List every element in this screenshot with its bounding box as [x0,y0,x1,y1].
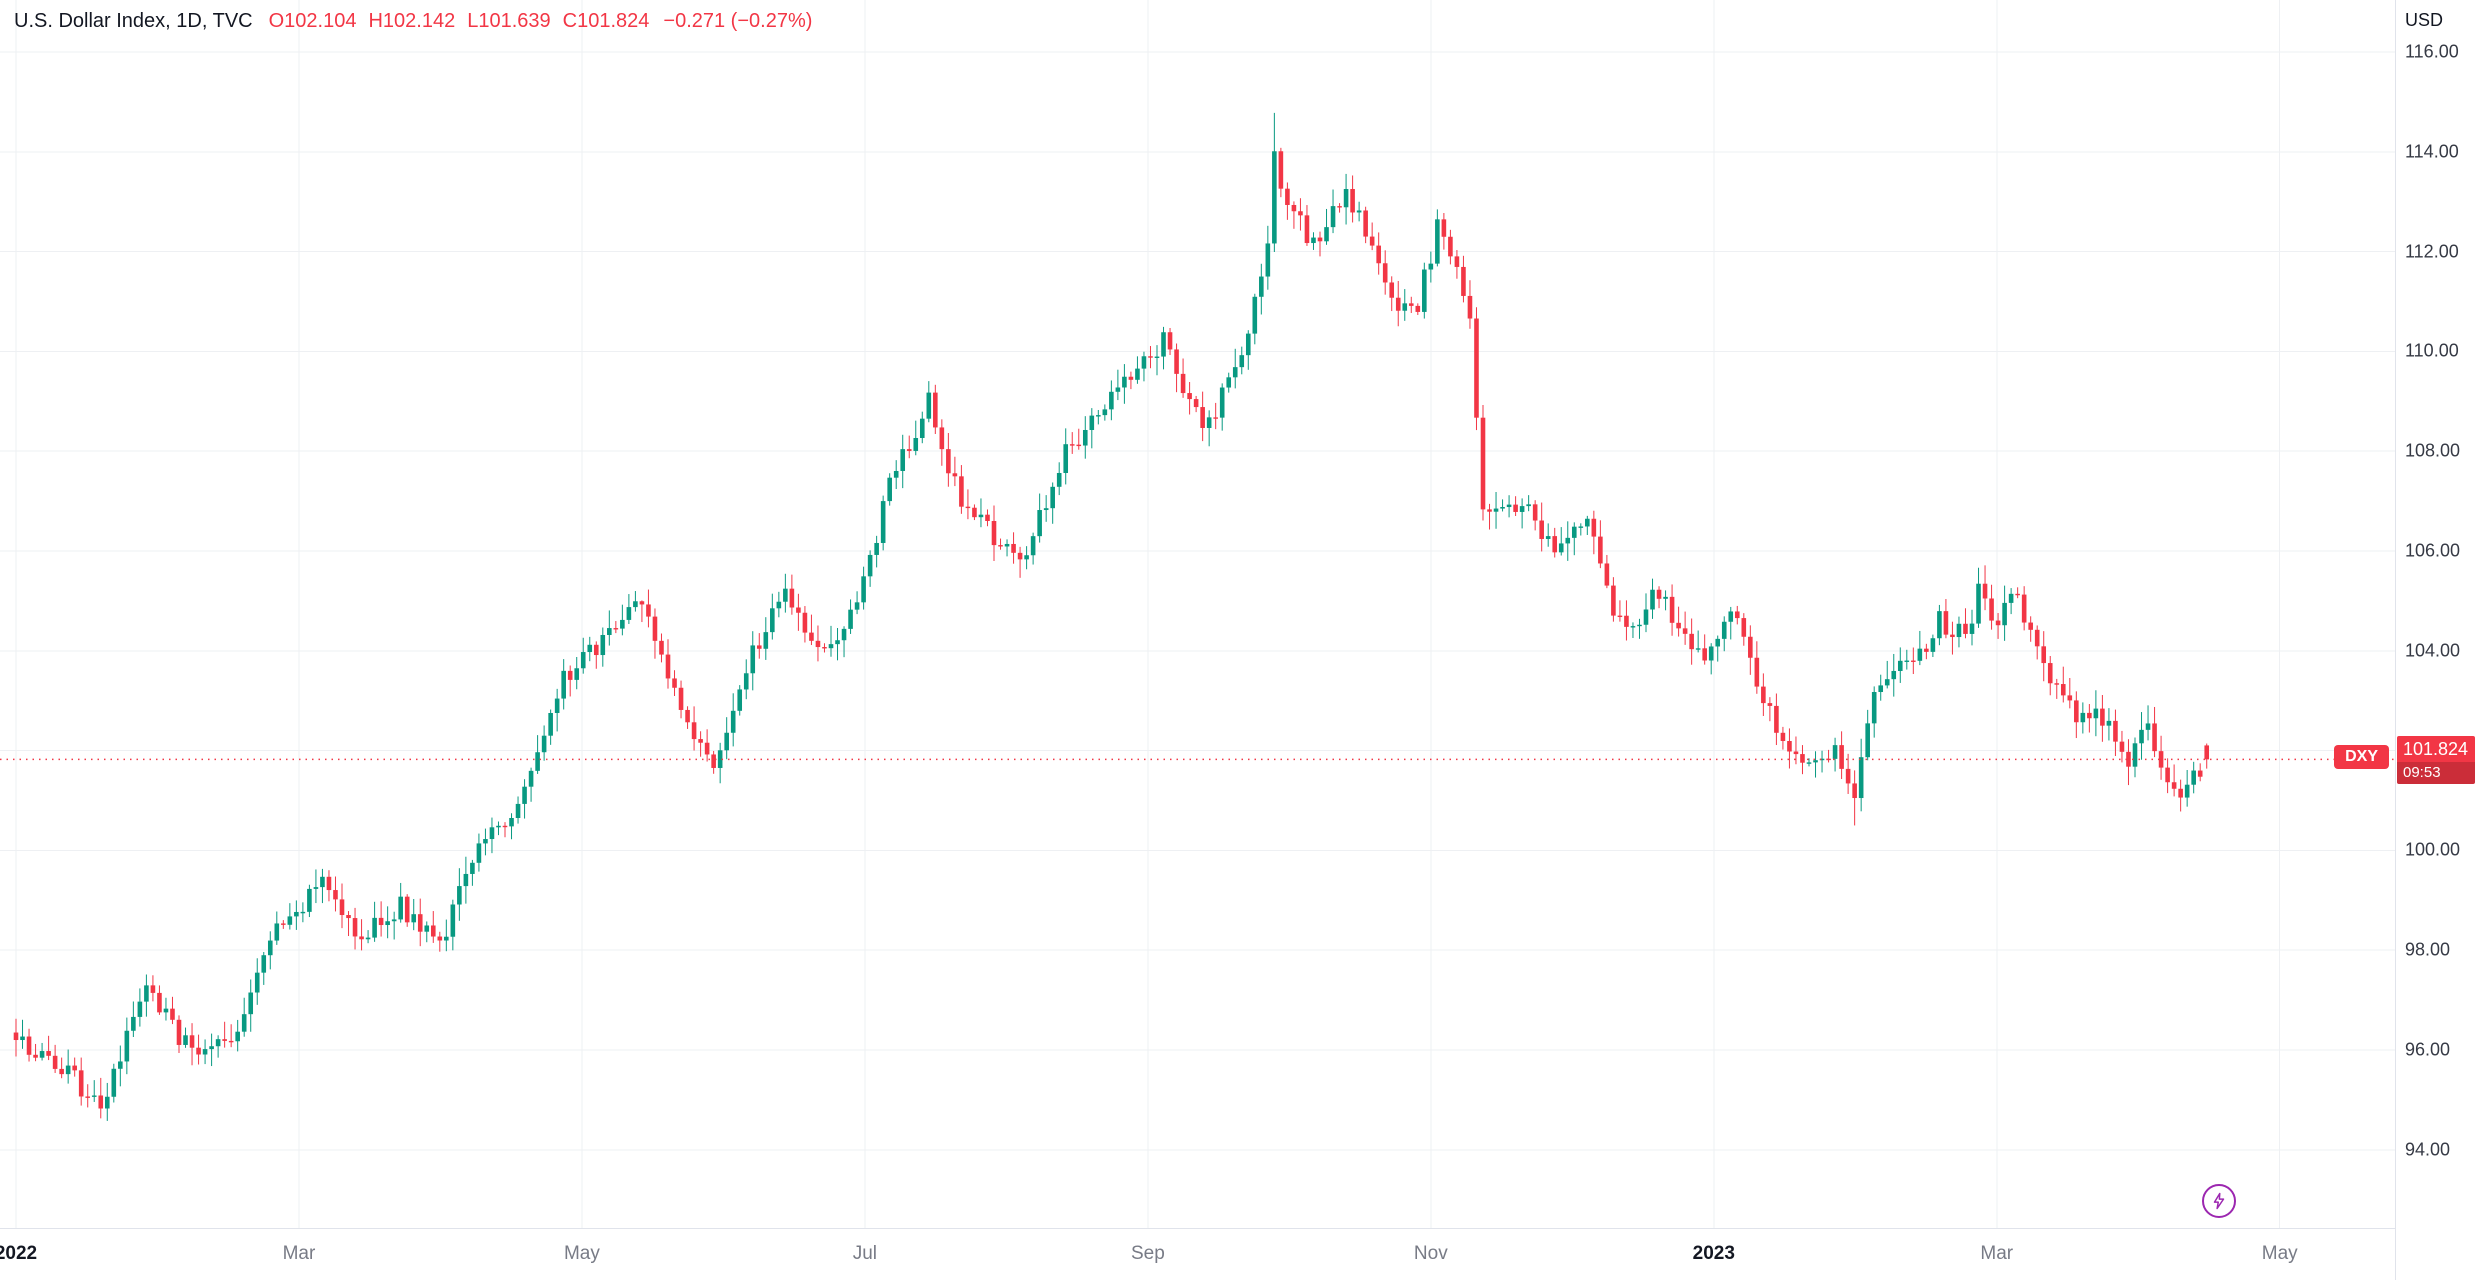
ohlc-low: L101.639 [467,10,551,32]
symbol-price-badge: DXY [2334,745,2389,770]
price-tick-label: 98.00 [2405,939,2451,960]
current-price-label: 101.824 09:53 [2397,736,2475,785]
time-tick-label: May [2261,1243,2298,1264]
currency-label: USD [2405,10,2444,30]
price-tick-label: 96.00 [2405,1039,2451,1060]
time-tick-label: Mar [1980,1243,2014,1264]
quick-trade-button[interactable] [2202,1184,2236,1218]
ohlc-close: C101.824 [562,10,650,32]
ohlc-high: H102.142 [368,10,456,32]
price-tick-label: 100.00 [2405,839,2461,860]
price-axis[interactable]: USD 101.824 09:53 116.00 114.00 112.00 110.… [2395,0,2475,1280]
price-tick-label: 94.00 [2405,1139,2451,1160]
price-tick-label: 114.00 [2405,141,2459,162]
time-tick-label: 2022 [0,1243,38,1264]
time-axis[interactable]: 2022 Mar May Jul Sep Nov 2023 Mar May [0,1228,2395,1280]
price-tick-label: 108.00 [2405,440,2461,461]
time-tick-label: Nov [1413,1243,1448,1264]
ohlc-open: O102.104 [268,10,357,32]
price-tick-label: 106.00 [2405,540,2461,561]
price-tick-label: 112.00 [2405,241,2459,262]
price-tick-label: 110.00 [2405,340,2459,361]
bar-countdown: 09:53 [2397,762,2475,785]
candlestick-plot[interactable] [0,0,2395,1228]
price-tick-label: 104.00 [2405,640,2461,661]
candles [13,112,2210,1121]
time-tick-label: Sep [1130,1243,1165,1264]
current-price-value: 101.824 [2403,739,2469,760]
time-tick-label: May [563,1243,600,1264]
lightning-icon [2213,1192,2225,1210]
time-tick-label: Mar [282,1243,316,1264]
time-tick-label: 2023 [1692,1243,1735,1264]
chart-legend: U.S. Dollar Index, 1D, TVC O102.104 H102… [14,10,812,33]
symbol-title[interactable]: U.S. Dollar Index, 1D, TVC [14,10,253,32]
change-value: −0.271 (−0.27%) [663,10,813,32]
price-tick-label: 116.00 [2405,41,2459,62]
time-tick-label: Jul [852,1243,878,1264]
